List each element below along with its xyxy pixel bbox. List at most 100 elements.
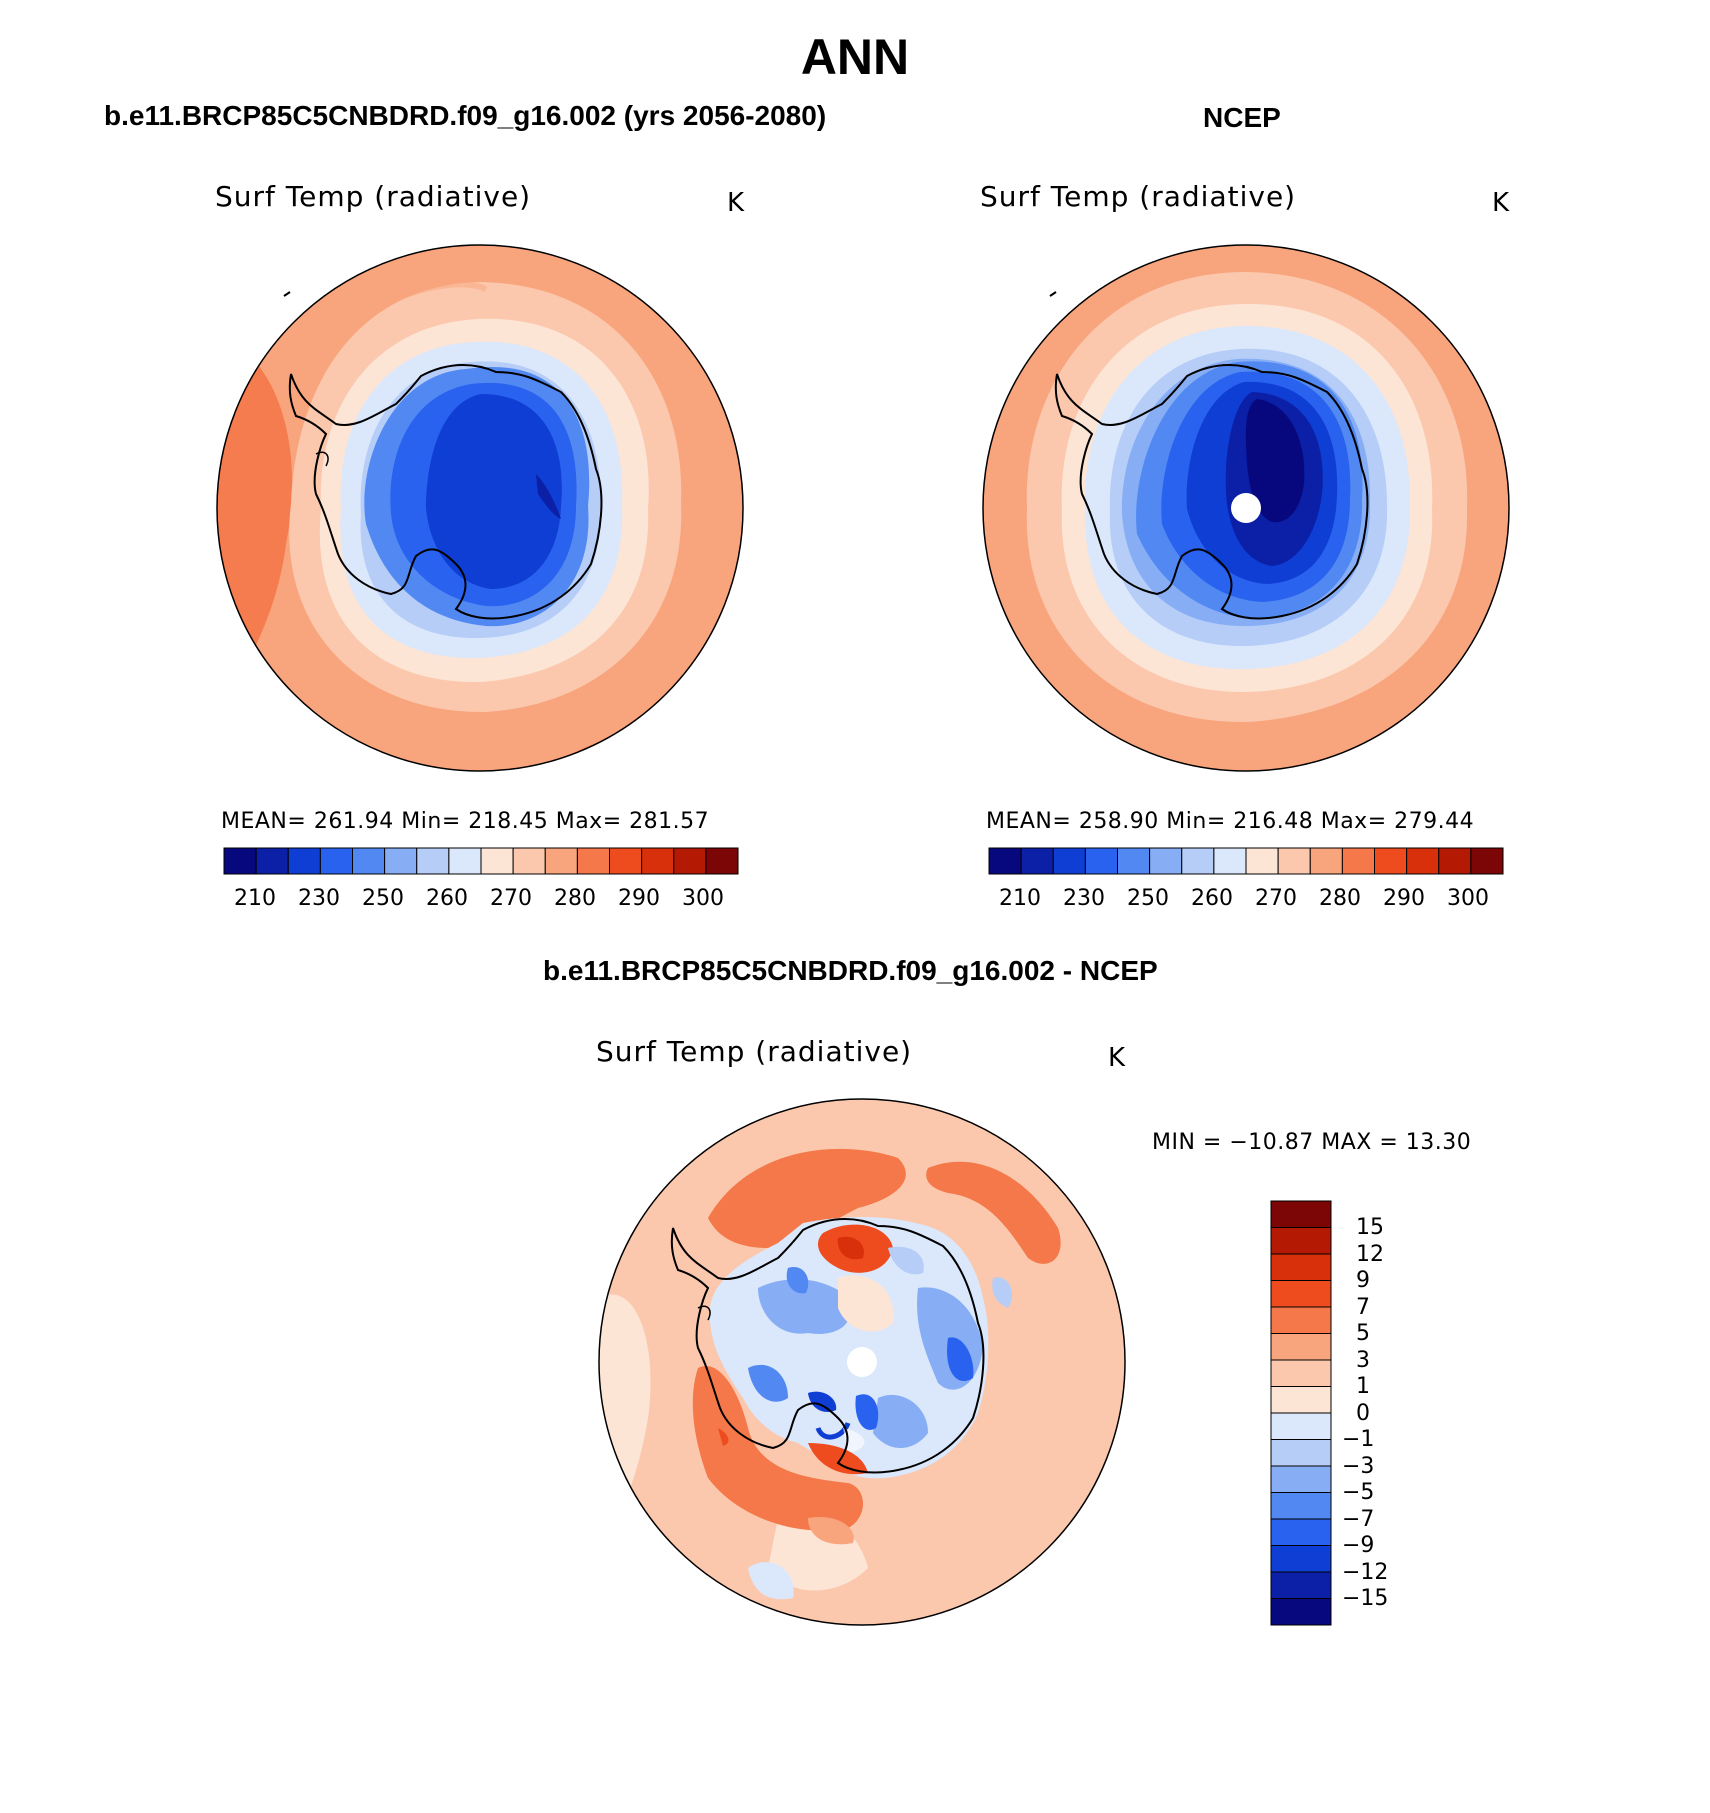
panel1-map-border (216, 244, 744, 772)
colorbar-swatch (641, 847, 675, 875)
panel3-colorbar (1270, 1200, 1332, 1626)
colorbar-swatch (319, 847, 354, 875)
colorbar-swatch (1270, 1306, 1332, 1334)
panel2-tick: 260 (1191, 886, 1233, 911)
colorbar-swatch (1309, 847, 1343, 875)
colorbar-swatch (609, 847, 643, 875)
colorbar-swatch (1406, 847, 1440, 875)
panel2-tick: 290 (1383, 886, 1425, 911)
colorbar-swatch (1270, 1571, 1332, 1599)
panel2-tick: 250 (1127, 886, 1169, 911)
panel1-stats: MEAN= 261.94 Min= 218.45 Max= 281.57 (221, 809, 710, 834)
panel3-tick: 0 (1356, 1400, 1370, 1426)
colorbar-swatch (1374, 847, 1408, 875)
panel3-tick: −9 (1342, 1533, 1375, 1558)
colorbar-swatch (448, 847, 482, 875)
panel2-variable-label: Surf Temp (radiative) (980, 180, 1297, 213)
panel3-variable-label: Surf Temp (radiative) (596, 1035, 913, 1068)
panel3-tick: 1 (1356, 1374, 1370, 1399)
panel1-tick: 280 (554, 886, 596, 911)
colorbar-swatch (1270, 1333, 1332, 1361)
colorbar-swatch (1470, 847, 1504, 875)
panel2-units-label: K (1492, 188, 1510, 218)
colorbar-swatch (1270, 1280, 1332, 1308)
panel3-tick: −3 (1342, 1453, 1375, 1479)
panel2-colorbar-ticks: 210 230 250 260 270 280 290 300 (989, 886, 1503, 916)
colorbar-swatch (576, 847, 611, 875)
panel1-variable-label: Surf Temp (radiative) (215, 180, 532, 213)
panel1-units-label: K (727, 188, 745, 218)
panel3-tick: −7 (1342, 1506, 1375, 1532)
panel3-units-label: K (1108, 1043, 1126, 1073)
panel3-tick: 5 (1356, 1321, 1370, 1346)
panel2-polar-map (982, 244, 1510, 772)
panel3-tick: 3 (1356, 1347, 1370, 1373)
panel3-pole-mask (847, 1347, 877, 1377)
colorbar-swatch (1270, 1412, 1332, 1440)
panel3-tick: 7 (1356, 1294, 1370, 1320)
colorbar-swatch (1438, 847, 1472, 875)
colorbar-swatch (1270, 1439, 1332, 1467)
colorbar-swatch (512, 847, 546, 875)
colorbar-swatch (1270, 1518, 1332, 1546)
panel2-tick: 270 (1255, 886, 1297, 911)
panel1-colorbar (223, 847, 739, 875)
panel2-pole-mask (1231, 493, 1261, 523)
panel2-title: NCEP (1203, 102, 1281, 133)
colorbar-swatch (1213, 847, 1247, 875)
colorbar-swatch (1149, 847, 1183, 875)
colorbar-swatch (1181, 847, 1215, 875)
colorbar-swatch (1270, 1545, 1332, 1573)
colorbar-swatch (1245, 847, 1279, 875)
panel3-polar-map (598, 1098, 1126, 1626)
panel3-tick: −12 (1342, 1559, 1389, 1585)
panel3-title: b.e11.BRCP85C5CNBDRD.f09_g16.002 - NCEP (543, 955, 1158, 986)
colorbar-swatch (480, 847, 514, 875)
panel1-title: b.e11.BRCP85C5CNBDRD.f09_g16.002 (yrs 20… (104, 100, 827, 131)
panel3-tick: −15 (1342, 1586, 1389, 1611)
colorbar-swatch (705, 847, 739, 875)
colorbar-swatch (223, 847, 257, 875)
panel1-tick: 290 (618, 886, 660, 911)
panel2-stats: MEAN= 258.90 Min= 216.48 Max= 279.44 (986, 809, 1475, 834)
colorbar-swatch (1270, 1492, 1332, 1520)
panel3-tick: 15 (1356, 1215, 1384, 1240)
colorbar-swatch (352, 847, 386, 875)
panel3-tick: −1 (1342, 1427, 1375, 1452)
main-title: ANN (800, 29, 910, 85)
colorbar-swatch (1270, 1386, 1332, 1414)
panel3-tick: 12 (1356, 1241, 1384, 1267)
panel1-colorbar-ticks: 210 230 250 260 270 280 290 300 (224, 886, 738, 916)
panel2-tick: 210 (999, 886, 1041, 911)
colorbar-swatch (1277, 847, 1311, 875)
colorbar-swatch (384, 847, 418, 875)
colorbar-swatch (1020, 847, 1054, 875)
panel2-colorbar (988, 847, 1504, 875)
panel3-colorbar-ticks: 15 12 9 7 5 3 1 0 −1 −3 −5 −7 −9 −12 −15 (1342, 1214, 1462, 1626)
colorbar-swatch (416, 847, 450, 875)
colorbar-swatch (1117, 847, 1151, 875)
colorbar-swatch (544, 847, 578, 875)
panel3-stats: MIN = −10.87 MAX = 13.30 (1152, 1130, 1472, 1155)
panel1-tick: 230 (298, 886, 340, 911)
panel1-tick: 260 (426, 886, 468, 911)
panel1-tick: 270 (490, 886, 532, 911)
colorbar-swatch (1270, 1598, 1332, 1626)
colorbar-swatch (1270, 1465, 1332, 1493)
colorbar-swatch (673, 847, 707, 875)
colorbar-swatch (1270, 1200, 1332, 1228)
panel2-tick: 230 (1063, 886, 1105, 911)
panel1-polar-map (216, 244, 744, 772)
panel1-tick: 210 (234, 886, 276, 911)
panel1-tick: 250 (362, 886, 404, 911)
panel1-tick: 300 (682, 886, 724, 911)
colorbar-swatch (1270, 1359, 1332, 1387)
colorbar-swatch (1270, 1253, 1332, 1281)
panel3-tick: 9 (1356, 1268, 1370, 1293)
colorbar-swatch (1084, 847, 1119, 875)
colorbar-swatch (1270, 1227, 1332, 1255)
colorbar-swatch (1052, 847, 1086, 875)
panel2-tick: 280 (1319, 886, 1361, 911)
panel2-tick: 300 (1447, 886, 1489, 911)
colorbar-swatch (988, 847, 1022, 875)
